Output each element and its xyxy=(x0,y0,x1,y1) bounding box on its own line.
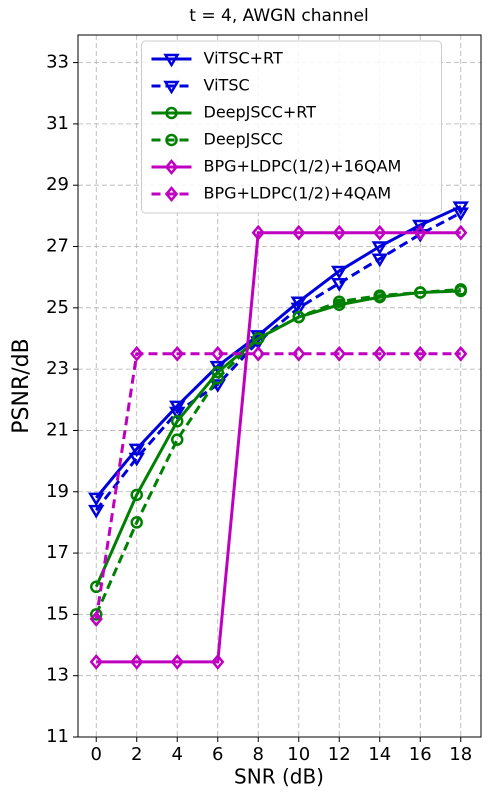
marker xyxy=(413,286,427,299)
legend-label: DeepJSCC+RT xyxy=(204,103,317,122)
marker xyxy=(332,224,346,241)
y-tick-label: 11 xyxy=(46,726,69,747)
marker xyxy=(292,224,306,241)
marker xyxy=(413,345,427,362)
line xyxy=(94,352,461,620)
marker xyxy=(413,224,427,241)
marker xyxy=(165,106,178,120)
marker xyxy=(331,278,348,292)
x-axis-label: SNR (dB) xyxy=(234,765,324,789)
line xyxy=(94,289,461,588)
y-tick-label: 23 xyxy=(46,358,69,379)
marker xyxy=(128,452,145,467)
marker xyxy=(454,283,467,296)
marker xyxy=(169,406,186,421)
marker xyxy=(130,488,143,502)
x-tick-label: 2 xyxy=(131,744,142,765)
marker xyxy=(371,241,388,255)
x-tick-label: 10 xyxy=(287,744,310,765)
line xyxy=(96,231,461,664)
series xyxy=(89,345,468,627)
series xyxy=(88,207,469,519)
y-tick-label: 19 xyxy=(46,481,69,502)
marker xyxy=(454,224,468,241)
marker xyxy=(331,265,348,280)
legend-label: BPG+LDPC(1/2)+4QAM xyxy=(204,184,392,203)
marker xyxy=(165,133,178,147)
legend-label: DeepJSCC xyxy=(204,130,283,149)
x-tick-label: 18 xyxy=(449,744,472,765)
legend-box xyxy=(141,40,442,214)
marker xyxy=(373,345,387,362)
marker xyxy=(412,219,429,234)
marker xyxy=(332,295,346,308)
line xyxy=(94,287,461,615)
marker xyxy=(130,516,143,529)
marker xyxy=(164,159,179,175)
marker xyxy=(211,345,225,362)
marker xyxy=(211,372,224,385)
y-axis-label: PSNR/dB xyxy=(9,338,34,433)
plot-frame xyxy=(77,34,482,738)
x-tick-label: 6 xyxy=(212,744,223,765)
marker xyxy=(128,443,145,458)
y-tick-label: 17 xyxy=(46,542,69,563)
marker xyxy=(164,186,179,202)
marker xyxy=(163,53,180,68)
y-tick-label: 15 xyxy=(46,603,69,624)
marker xyxy=(130,653,144,670)
y-tick-label: 29 xyxy=(46,174,69,195)
series xyxy=(89,224,468,670)
marker xyxy=(454,345,468,362)
marker xyxy=(163,80,180,95)
marker xyxy=(251,332,265,345)
marker xyxy=(170,433,184,446)
line xyxy=(95,211,462,512)
marker xyxy=(290,302,307,317)
marker xyxy=(211,653,225,670)
y-tick-label: 13 xyxy=(46,665,69,686)
marker xyxy=(88,504,105,519)
x-tick-label: 0 xyxy=(90,744,101,765)
marker xyxy=(89,611,103,627)
legend-label: ViTSC xyxy=(204,76,250,95)
x-tick-label: 14 xyxy=(368,744,391,765)
marker xyxy=(89,608,103,621)
marker xyxy=(373,289,386,302)
marker xyxy=(170,345,184,362)
y-tick-label: 21 xyxy=(46,419,69,440)
legend-label: ViTSC+RT xyxy=(204,49,284,68)
marker xyxy=(371,253,388,268)
legend: ViTSC+RT ViTSC DeepJSCC+RT DeepJSCC BPG+LDPC… xyxy=(141,40,442,214)
y-tick-label: 31 xyxy=(46,113,69,134)
marker xyxy=(130,345,144,362)
marker xyxy=(251,224,265,241)
x-tick-label: 12 xyxy=(328,744,351,765)
series xyxy=(89,283,467,621)
marker xyxy=(292,310,305,324)
marker xyxy=(292,345,306,362)
marker xyxy=(452,207,469,222)
y-tick-label: 25 xyxy=(46,297,69,318)
marker xyxy=(251,345,265,362)
marker xyxy=(89,653,103,670)
y-tick-label: 33 xyxy=(46,52,69,73)
legend-label: BPG+LDPC(1/2)+16QAM xyxy=(204,157,402,176)
marker xyxy=(170,415,184,428)
marker xyxy=(373,224,387,241)
chart-title: t = 4, AWGN channel xyxy=(189,6,368,26)
y-tick-label: 27 xyxy=(46,236,69,257)
line xyxy=(95,205,462,499)
x-tick-label: 16 xyxy=(409,744,432,765)
x-tick-label: 8 xyxy=(253,744,264,765)
marker xyxy=(170,653,184,670)
marker xyxy=(88,492,105,507)
marker xyxy=(332,345,346,362)
x-tick-label: 4 xyxy=(172,744,183,765)
